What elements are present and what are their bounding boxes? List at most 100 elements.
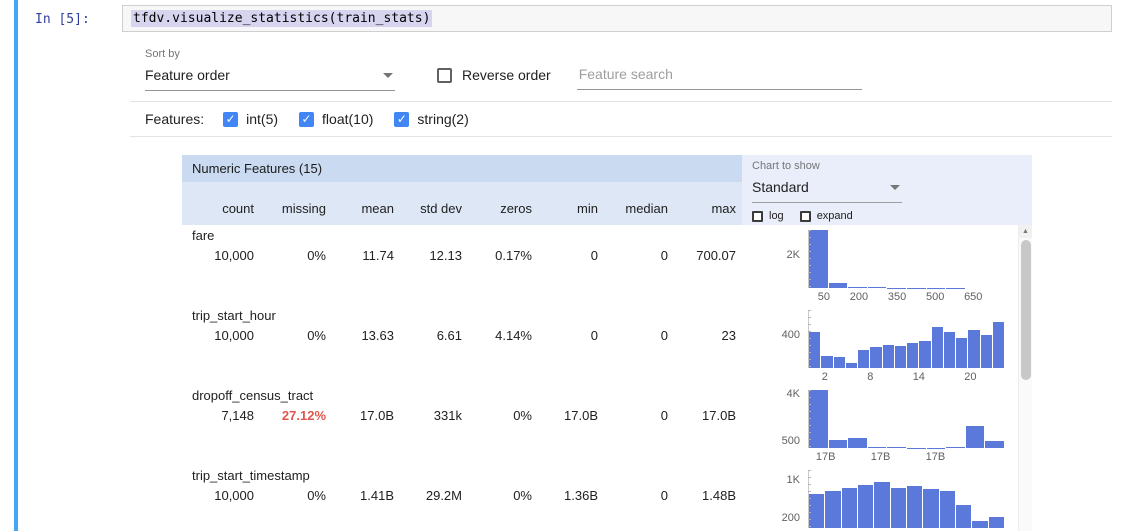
stat-value: 1.36B	[564, 488, 598, 503]
stat-value: 0	[660, 248, 668, 263]
histogram-bar	[980, 334, 992, 368]
chart-controls: Chart to show Standard log expand	[742, 155, 1032, 225]
histogram-bar	[809, 494, 825, 528]
charts-panel: Chart to show Standard log expand 2K 50 20…	[742, 155, 1032, 531]
histogram-bar	[992, 321, 1004, 368]
x-tick-label: 20	[964, 371, 977, 383]
log-checkbox[interactable]	[752, 210, 763, 222]
sort-by-select[interactable]: Feature order	[145, 64, 395, 91]
x-tick-label: 17B	[870, 451, 891, 463]
numeric-features-section: Numeric Features (15) count missing mean st…	[182, 155, 1112, 531]
code-input[interactable]: tfdv.visualize_statistics(train_stats)	[122, 5, 1112, 32]
y-tick-label: 2K	[786, 249, 800, 261]
histogram-bar	[919, 340, 931, 368]
histogram-bar	[858, 349, 870, 368]
table-row: trip_start_timestamp 10,000 0% 1.41B 29.2M 0%…	[182, 465, 742, 531]
stat-value: 0%	[307, 248, 326, 263]
divider	[130, 136, 1112, 137]
stat-value: 331k	[433, 408, 462, 423]
x-tick-label: 350	[887, 291, 907, 303]
y-tick-label: 200	[781, 512, 800, 524]
x-tick-label: 2	[821, 371, 828, 383]
x-axis-labels: 2 8 14 20	[808, 371, 1004, 383]
y-axis-labels: 4K 500	[742, 388, 808, 468]
numeric-features-header: Numeric Features (15)	[182, 155, 742, 182]
int-filter-checkbox[interactable]: ✓	[223, 111, 239, 127]
histogram-bar	[972, 520, 988, 528]
histogram-bar	[923, 489, 939, 528]
histogram-bar	[874, 482, 890, 528]
x-axis-labels: 50 200 350 500 650	[808, 291, 1004, 303]
stat-value: 0%	[513, 488, 532, 503]
feature-search-input[interactable]	[576, 63, 862, 90]
stat-value: 11.74	[362, 248, 394, 263]
histogram-bar	[848, 438, 867, 448]
y-tick-label: 1K	[786, 474, 800, 486]
stat-value: 12.13	[429, 248, 462, 263]
sort-by-label: Sort by	[145, 48, 180, 60]
feature-histogram: 400 2 8 14 20	[742, 308, 1032, 388]
histogram-bar	[845, 363, 857, 368]
stat-value: 10,000	[214, 488, 254, 503]
histogram-bar	[887, 447, 906, 448]
stat-value: 1.48B	[702, 488, 736, 503]
float-filter-checkbox[interactable]: ✓	[299, 111, 315, 127]
stat-value: 29.2M	[425, 488, 462, 503]
scrollbar-thumb[interactable]	[1021, 240, 1031, 380]
histogram-bar	[809, 390, 828, 448]
row-values: 7,148 27.12% 17.0B 331k 0% 17.0B 0 17.0B	[182, 404, 742, 423]
histogram-bar	[828, 283, 848, 288]
histogram-bar	[841, 488, 857, 528]
string-filter-checkbox[interactable]: ✓	[394, 111, 410, 127]
histogram-bar	[939, 491, 955, 528]
feature-histogram: 4K 500 17B 17B 17B	[742, 388, 1032, 468]
histogram-bar	[828, 439, 848, 448]
x-tick-label: 500	[925, 291, 945, 303]
histogram-bar	[870, 347, 882, 368]
scrollbar-up-icon[interactable]: ▲	[1019, 225, 1032, 238]
reverse-order-label: Reverse order	[462, 67, 551, 83]
histogram-bar	[890, 487, 906, 528]
charts-scrollbar[interactable]: ▲	[1018, 225, 1032, 531]
histogram-bar	[867, 287, 887, 288]
histogram-bar	[833, 357, 845, 368]
stat-value: 0	[590, 248, 598, 263]
stat-value: 7,148	[221, 408, 254, 423]
histogram-bar	[968, 329, 980, 368]
histogram-bar	[809, 332, 821, 368]
y-tick-label: 4K	[786, 388, 800, 400]
stat-value: 0%	[307, 328, 326, 343]
y-axis-labels: 1K 200	[742, 468, 808, 531]
y-tick-label: 400	[781, 329, 800, 341]
histogram-bar	[931, 326, 943, 368]
histogram-plot: 50 200 350 500 650	[808, 228, 1004, 308]
chart-to-show-label: Chart to show	[752, 160, 820, 172]
stat-value: 10,000	[214, 328, 254, 343]
stat-value: 0	[590, 328, 598, 343]
cell-prompt: In [5]:	[35, 12, 90, 27]
feature-name: fare	[192, 228, 215, 243]
features-label: Features:	[145, 111, 205, 127]
stat-column-header: zeros	[500, 201, 532, 216]
histogram-bar	[907, 343, 919, 368]
x-tick-label: 8	[867, 371, 874, 383]
reverse-order-checkbox[interactable]	[437, 67, 452, 83]
log-label: log	[769, 210, 784, 222]
stat-value: 17.0B	[360, 408, 394, 423]
histogram-bar	[985, 440, 1004, 448]
row-values: 10,000 0% 1.41B 29.2M 0% 1.36B 0 1.48B	[182, 484, 742, 503]
histogram-bar	[825, 491, 841, 528]
filter-string: ✓ string(2)	[394, 111, 469, 127]
table-row: trip_start_hour 10,000 0% 13.63 6.61 4.14% 0 0 2…	[182, 305, 742, 385]
stat-value: 700.07	[696, 248, 736, 263]
controls-row: Sort by Feature order Reverse order	[130, 32, 1112, 101]
charts-column: 2K 50 200 350 500 650 400 2 8 14 20 4K 500 17B 17B 17B 1…	[742, 225, 1032, 531]
histogram-bar	[946, 447, 965, 448]
row-values: 10,000 0% 11.74 12.13 0.17% 0 0 700.07	[182, 244, 742, 263]
chart-type-select[interactable]: Standard	[752, 176, 902, 203]
feature-histogram: 1K 200	[742, 468, 1032, 531]
stat-column-header: median	[625, 201, 668, 216]
expand-checkbox[interactable]	[799, 210, 811, 222]
stat-column-header: min	[577, 201, 598, 216]
histogram-plot: 17B 17B 17B	[808, 388, 1004, 468]
